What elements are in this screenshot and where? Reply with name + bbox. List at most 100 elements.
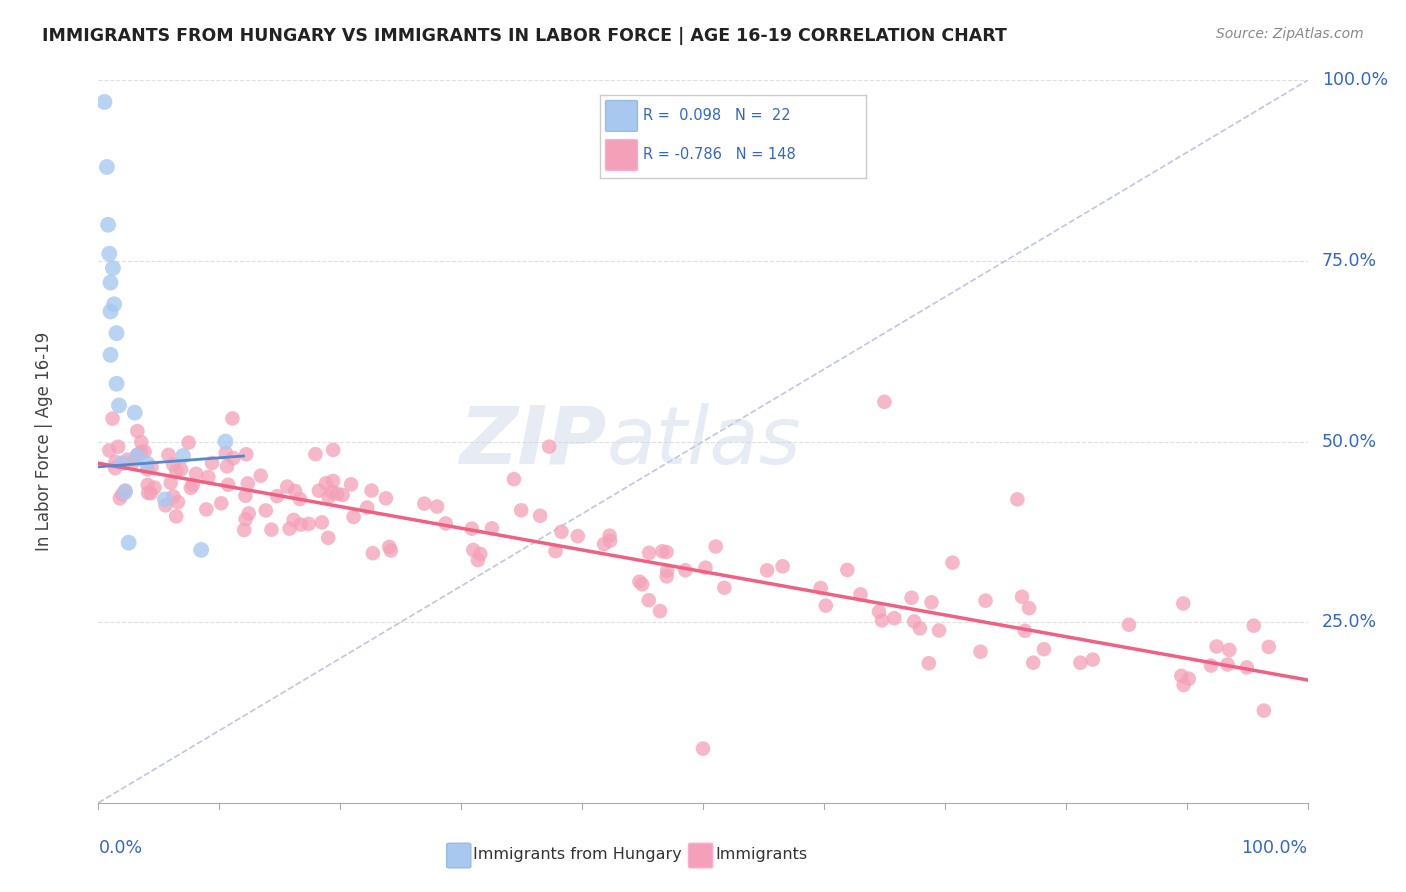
Point: [1007, 492, 1029, 507]
Point: [217, 459, 239, 474]
Point: [98, 443, 121, 458]
Point: [1014, 624, 1036, 638]
Point: [1032, 642, 1054, 657]
Point: [165, 509, 187, 524]
Point: [651, 544, 673, 558]
Point: [118, 535, 141, 549]
Point: [599, 533, 621, 548]
Point: [114, 485, 136, 500]
Point: [631, 577, 654, 591]
Point: [304, 447, 326, 461]
Point: [941, 556, 963, 570]
Point: [153, 492, 176, 507]
Point: [340, 477, 363, 491]
Point: [134, 444, 156, 458]
Point: [810, 581, 832, 595]
Point: [849, 587, 872, 601]
Point: [214, 434, 236, 449]
Point: [100, 276, 122, 290]
Point: [181, 478, 204, 492]
Point: [326, 487, 349, 501]
Point: [129, 445, 152, 459]
Point: [1011, 590, 1033, 604]
Point: [315, 476, 337, 491]
Point: [481, 521, 503, 535]
FancyBboxPatch shape: [447, 843, 471, 868]
Point: [322, 442, 344, 457]
Point: [308, 483, 330, 498]
Point: [172, 449, 194, 463]
Point: [628, 574, 651, 589]
Text: atlas: atlas: [606, 402, 801, 481]
Text: 100.0%: 100.0%: [1241, 838, 1308, 857]
Point: [1178, 672, 1201, 686]
Point: [321, 484, 343, 499]
Point: [638, 546, 661, 560]
Point: [197, 470, 219, 484]
Point: [283, 513, 305, 527]
Point: [378, 540, 401, 554]
Point: [235, 489, 257, 503]
Point: [222, 451, 245, 466]
Point: [96, 160, 118, 174]
Point: [236, 476, 259, 491]
Point: [215, 446, 238, 460]
Point: [593, 537, 616, 551]
Point: [184, 467, 207, 481]
Point: [311, 516, 333, 530]
Point: [837, 563, 859, 577]
Point: [201, 456, 224, 470]
Point: [1199, 658, 1222, 673]
Point: [278, 522, 301, 536]
Text: 0.0%: 0.0%: [98, 838, 142, 857]
Point: [1069, 656, 1091, 670]
Point: [692, 741, 714, 756]
Point: [322, 474, 344, 488]
Point: [648, 604, 671, 618]
Point: [928, 624, 950, 638]
Point: [190, 542, 212, 557]
Point: [1022, 656, 1045, 670]
Point: [136, 462, 159, 476]
Point: [655, 569, 678, 583]
Point: [470, 547, 492, 561]
Point: [463, 543, 485, 558]
Point: [101, 261, 124, 276]
FancyBboxPatch shape: [689, 843, 713, 868]
Point: [162, 490, 184, 504]
Point: [883, 611, 905, 625]
Point: [772, 559, 794, 574]
Point: [756, 563, 779, 577]
Point: [235, 447, 257, 461]
Point: [374, 491, 396, 506]
Point: [529, 508, 551, 523]
Point: [342, 510, 364, 524]
Point: [1216, 657, 1239, 672]
Point: [157, 448, 180, 462]
Point: [108, 398, 131, 412]
Point: [298, 516, 321, 531]
Point: [567, 529, 589, 543]
Point: [1170, 669, 1192, 683]
Point: [814, 599, 837, 613]
Point: [538, 440, 561, 454]
Point: [195, 502, 218, 516]
Point: [288, 491, 311, 506]
Point: [141, 460, 163, 475]
Point: [503, 472, 526, 486]
Point: [434, 516, 457, 531]
Point: [254, 503, 277, 517]
Point: [93, 95, 115, 109]
Point: [104, 454, 127, 468]
Point: [155, 499, 177, 513]
Point: [695, 560, 717, 574]
Point: [380, 543, 402, 558]
Point: [167, 495, 190, 509]
Text: IMMIGRANTS FROM HUNGARY VS IMMIGRANTS IN LABOR FORCE | AGE 16-19 CORRELATION CHA: IMMIGRANTS FROM HUNGARY VS IMMIGRANTS IN…: [42, 27, 1007, 45]
Point: [467, 553, 489, 567]
Point: [550, 524, 572, 539]
Point: [170, 462, 193, 476]
Point: [129, 435, 152, 450]
Point: [97, 218, 120, 232]
Point: [318, 490, 340, 504]
